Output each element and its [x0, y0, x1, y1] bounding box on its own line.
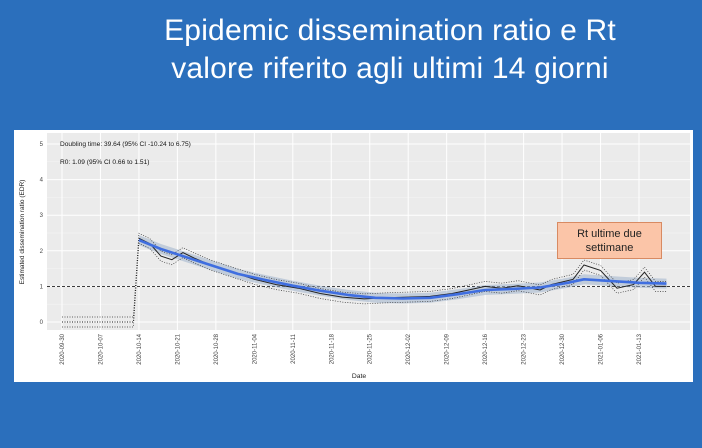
x-axis-label: Date [352, 373, 367, 380]
x-tick-label: 2020-12-02 [406, 333, 412, 364]
x-tick-label: 2020-10-14 [137, 333, 143, 364]
y-tick-label: 4 [40, 178, 44, 184]
y-tick-label: 5 [40, 142, 44, 148]
x-tick-label: 2020-12-30 [560, 333, 566, 364]
series-layer [47, 232, 690, 328]
y-tick-label: 2 [40, 249, 44, 255]
x-tick-label: 2020-12-23 [522, 333, 528, 364]
axes-text: 0 1 2 3 4 5 2020-09-30 2020-10-07 2020-10-14 2020… [40, 142, 643, 365]
x-tick-label: 2020-09-30 [60, 333, 66, 364]
x-tick-label: 2021-01-06 [599, 333, 605, 364]
x-tick-label: 2020-10-07 [98, 333, 104, 364]
slide-title-line-2: valore riferito agli ultimi 14 giorni [171, 52, 609, 85]
x-tick-label: 2020-11-25 [368, 333, 374, 364]
x-tick-label: 2020-12-16 [483, 333, 489, 364]
y-axis-label: Estimated dissemination ratio (EDR) [19, 180, 26, 285]
observed-line [138, 237, 667, 300]
x-tick-label: 2020-11-18 [329, 333, 335, 364]
doubling-time-annotation: Doubling time: 39.64 (95% CI -10.24 to 6… [60, 141, 191, 148]
x-tick-label: 2020-10-28 [214, 333, 220, 364]
x-tick-label: 2021-01-13 [637, 333, 643, 364]
x-tick-label: 2020-10-21 [175, 333, 181, 364]
x-tick-label: 2020-12-09 [445, 333, 451, 364]
x-tick-label: 2020-11-04 [252, 333, 258, 364]
confidence-band [138, 235, 667, 304]
slide-title-line-1: Epidemic dissemination ratio e Rt [164, 14, 616, 47]
y-tick-label: 3 [40, 213, 44, 219]
r0-annotation: R0: 1.09 (95% CI 0.66 to 1.51) [60, 159, 149, 166]
smoothed-line [138, 238, 667, 300]
x-tick-label: 2020-11-11 [291, 333, 297, 363]
y-tick-label: 1 [40, 284, 44, 290]
slide-title: Epidemic dissemination ratio e Rt valore… [0, 12, 702, 88]
rt-callout: Rt ultime due settimane [557, 222, 662, 259]
y-tick-label: 0 [40, 320, 44, 326]
